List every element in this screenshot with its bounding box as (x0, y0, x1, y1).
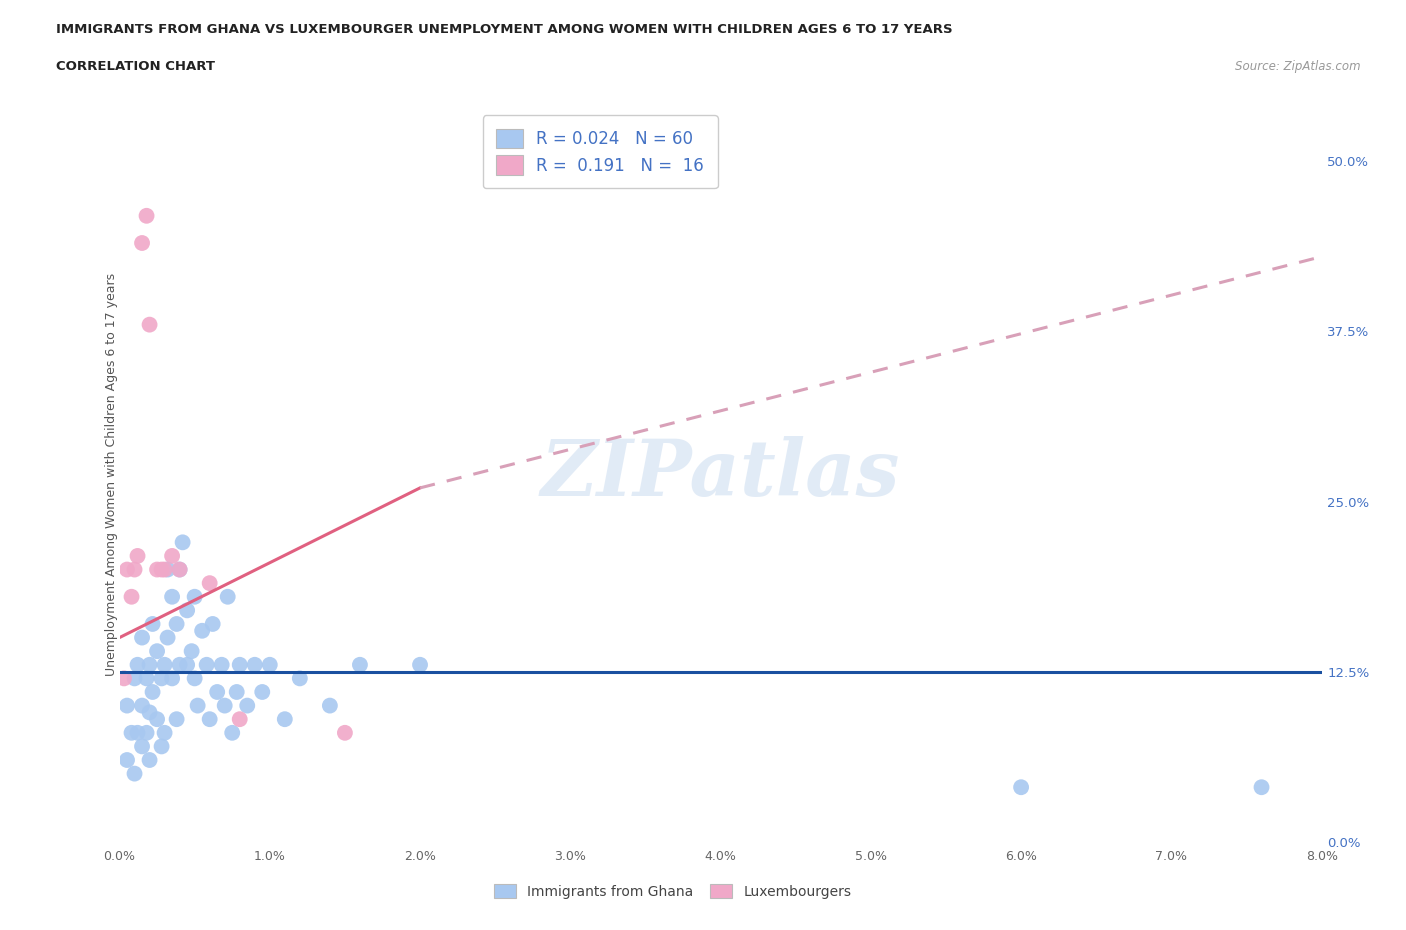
Point (252, 684, 274, 699)
Point (131, 631, 153, 645)
Point (259, 658, 281, 672)
Point (131, 739, 153, 754)
Point (201, 617, 224, 631)
Point (156, 631, 179, 645)
Point (138, 317, 160, 332)
Point (153, 562, 176, 577)
Point (166, 617, 188, 631)
Point (236, 698, 259, 713)
Point (176, 603, 198, 618)
Legend: Immigrants from Ghana, Luxembourgers: Immigrants from Ghana, Luxembourgers (488, 879, 856, 905)
Point (142, 684, 165, 699)
Text: Source: ZipAtlas.com: Source: ZipAtlas.com (1236, 60, 1361, 73)
Point (138, 705, 160, 720)
Point (211, 658, 233, 672)
Point (160, 549, 183, 564)
Point (176, 658, 198, 672)
Point (172, 535, 194, 550)
Point (115, 752, 138, 767)
Point (195, 658, 218, 672)
Point (180, 644, 202, 658)
Point (160, 590, 183, 604)
Point (221, 725, 243, 740)
Point (121, 590, 143, 604)
Point (183, 590, 205, 604)
Point (160, 671, 183, 685)
Point (150, 562, 173, 577)
Point (127, 549, 149, 564)
Text: IMMIGRANTS FROM GHANA VS LUXEMBOURGER UNEMPLOYMENT AMONG WOMEN WITH CHILDREN AGE: IMMIGRANTS FROM GHANA VS LUXEMBOURGER UN… (56, 23, 953, 36)
Point (409, 658, 432, 672)
Point (319, 698, 342, 713)
Point (153, 725, 176, 740)
Point (198, 711, 221, 726)
Point (115, 562, 138, 577)
Point (127, 725, 149, 740)
Point (121, 725, 143, 740)
Point (225, 684, 247, 699)
Point (124, 766, 146, 781)
Point (214, 698, 236, 713)
Point (288, 671, 311, 685)
Point (169, 658, 191, 672)
Point (205, 684, 228, 699)
Point (150, 739, 173, 754)
Point (187, 698, 209, 713)
Text: ZIPatlas: ZIPatlas (541, 436, 900, 512)
Point (127, 658, 149, 672)
Point (146, 562, 169, 577)
Point (228, 658, 252, 672)
Point (156, 562, 179, 577)
Point (1010, 779, 1032, 794)
Point (150, 671, 173, 685)
Point (198, 576, 221, 591)
Point (112, 671, 135, 685)
Point (135, 725, 157, 740)
Point (142, 617, 165, 631)
Point (191, 623, 214, 638)
Point (274, 711, 297, 726)
Y-axis label: Unemployment Among Women with Children Ages 6 to 17 years: Unemployment Among Women with Children A… (104, 272, 118, 676)
Point (146, 711, 169, 726)
Point (135, 208, 157, 223)
Point (243, 658, 266, 672)
Point (131, 235, 153, 250)
Point (115, 698, 138, 713)
Point (138, 752, 160, 767)
Point (131, 698, 153, 713)
Point (349, 658, 371, 672)
Point (124, 671, 146, 685)
Point (228, 711, 252, 726)
Point (1250, 779, 1272, 794)
Point (169, 562, 191, 577)
Point (138, 658, 160, 672)
Point (169, 562, 191, 577)
Point (146, 644, 169, 658)
Point (217, 590, 239, 604)
Point (153, 658, 176, 672)
Point (135, 671, 157, 685)
Point (333, 725, 356, 740)
Text: CORRELATION CHART: CORRELATION CHART (56, 60, 215, 73)
Point (124, 562, 146, 577)
Point (183, 671, 205, 685)
Point (166, 711, 188, 726)
